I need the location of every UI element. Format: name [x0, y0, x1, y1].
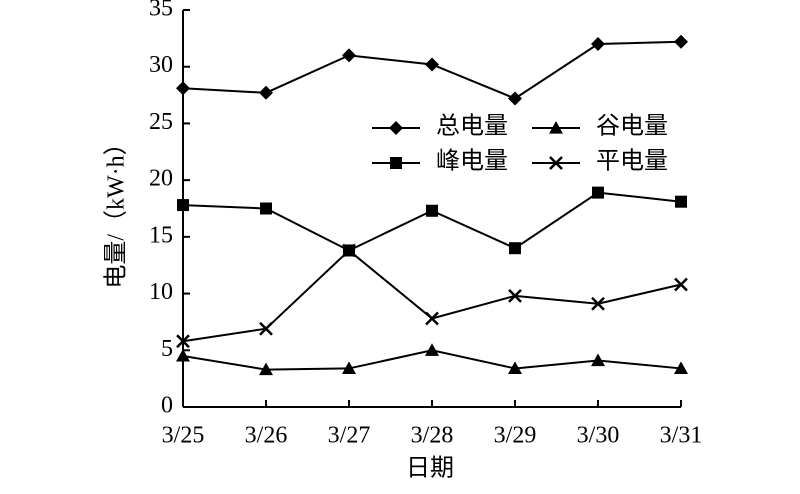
- y-tick-label: 25: [149, 109, 173, 135]
- legend-label: 总电量: [436, 113, 508, 140]
- data-point: [674, 361, 688, 375]
- data-point: [342, 243, 356, 258]
- data-point: [674, 34, 688, 49]
- series-line: [182, 191, 682, 252]
- x-tick-label: 3/31: [660, 423, 703, 449]
- data-point: [259, 321, 273, 336]
- x-tick-label: 3/27: [328, 423, 371, 449]
- data-point: [508, 91, 522, 106]
- x-tick-label: 3/28: [411, 423, 454, 449]
- legend-label: 平电量: [596, 148, 668, 175]
- series-line: [182, 249, 682, 343]
- legend-marker: [390, 157, 402, 169]
- data-point: [176, 334, 190, 349]
- data-point: [259, 85, 273, 100]
- legend-marker: [549, 156, 563, 170]
- x-tick-label: 3/25: [162, 423, 205, 449]
- y-tick-label: 20: [149, 166, 173, 192]
- y-tick-label: 0: [161, 393, 173, 419]
- y-tick-label: 5: [161, 336, 173, 362]
- legend-marker: [389, 121, 403, 135]
- y-tick-label: 30: [149, 52, 173, 78]
- y-axis-label: 电量/（kW·h）: [103, 131, 130, 288]
- data-point: [508, 361, 522, 375]
- data-point: [425, 343, 439, 356]
- x-axis-label: 日期: [406, 456, 454, 482]
- legend-marker: [549, 121, 563, 134]
- data-point: [425, 311, 439, 326]
- data-point: [591, 353, 605, 367]
- x-tick-label: 3/29: [494, 423, 537, 449]
- data-point: [177, 199, 189, 212]
- legend-label: 峰电量: [436, 148, 508, 175]
- y-tick-label: 10: [149, 279, 173, 305]
- data-point: [176, 348, 190, 362]
- data-point: [592, 186, 604, 199]
- data-point: [591, 37, 605, 52]
- legend-label: 谷电量: [596, 113, 668, 140]
- data-point: [259, 362, 273, 376]
- y-tick-label: 15: [149, 222, 173, 248]
- x-tick-label: 3/26: [245, 423, 288, 449]
- data-point: [176, 81, 190, 96]
- data-point: [425, 57, 439, 72]
- data-point: [674, 277, 688, 292]
- data-point: [342, 361, 356, 375]
- data-point: [342, 48, 356, 63]
- data-point: [260, 202, 272, 215]
- data-point: [426, 204, 438, 217]
- data-point: [591, 296, 605, 311]
- data-point: [508, 288, 522, 303]
- x-tick-label: 3/30: [577, 423, 620, 449]
- data-point: [675, 195, 687, 208]
- y-tick-label: 35: [149, 0, 173, 22]
- data-point: [509, 242, 521, 255]
